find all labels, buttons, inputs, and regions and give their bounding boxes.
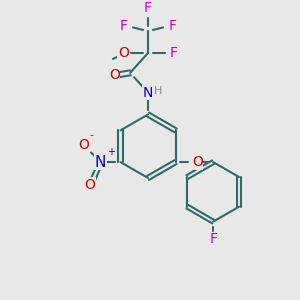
Text: F: F	[144, 1, 152, 15]
Text: O: O	[118, 46, 129, 60]
Text: -: -	[90, 130, 94, 140]
Text: N: N	[95, 154, 106, 169]
Text: O: O	[192, 155, 203, 169]
Text: H: H	[154, 86, 162, 96]
Text: F: F	[169, 19, 177, 33]
Text: O: O	[109, 68, 120, 82]
Text: F: F	[170, 46, 178, 60]
Text: F: F	[209, 232, 217, 247]
Text: O: O	[84, 178, 95, 192]
Text: O: O	[78, 138, 89, 152]
Text: +: +	[106, 147, 115, 157]
Text: N: N	[143, 86, 153, 100]
Text: F: F	[119, 19, 127, 33]
